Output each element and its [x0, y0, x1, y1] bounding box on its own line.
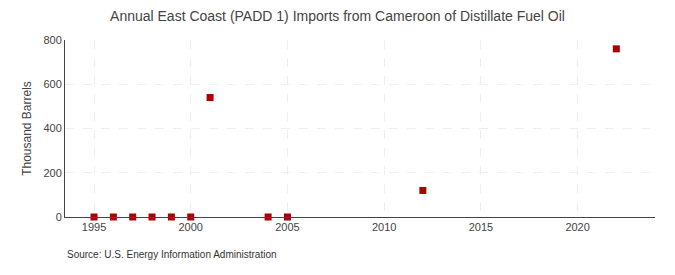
svg-text:2005: 2005: [275, 221, 299, 233]
svg-text:400: 400: [43, 122, 61, 134]
svg-text:Thousand Barrels: Thousand Barrels: [20, 81, 34, 176]
svg-text:1995: 1995: [82, 221, 106, 233]
svg-text:Annual East Coast (PADD 1) Imp: Annual East Coast (PADD 1) Imports from …: [110, 8, 565, 24]
svg-text:2000: 2000: [178, 221, 202, 233]
svg-text:800: 800: [43, 34, 61, 46]
svg-text:2020: 2020: [565, 221, 589, 233]
svg-text:2010: 2010: [372, 221, 396, 233]
svg-text:0: 0: [56, 211, 62, 223]
svg-text:Source: U.S. Energy Informatio: Source: U.S. Energy Information Administ…: [67, 249, 277, 260]
svg-text:200: 200: [43, 167, 61, 179]
svg-text:2015: 2015: [469, 221, 493, 233]
svg-text:600: 600: [43, 78, 61, 90]
